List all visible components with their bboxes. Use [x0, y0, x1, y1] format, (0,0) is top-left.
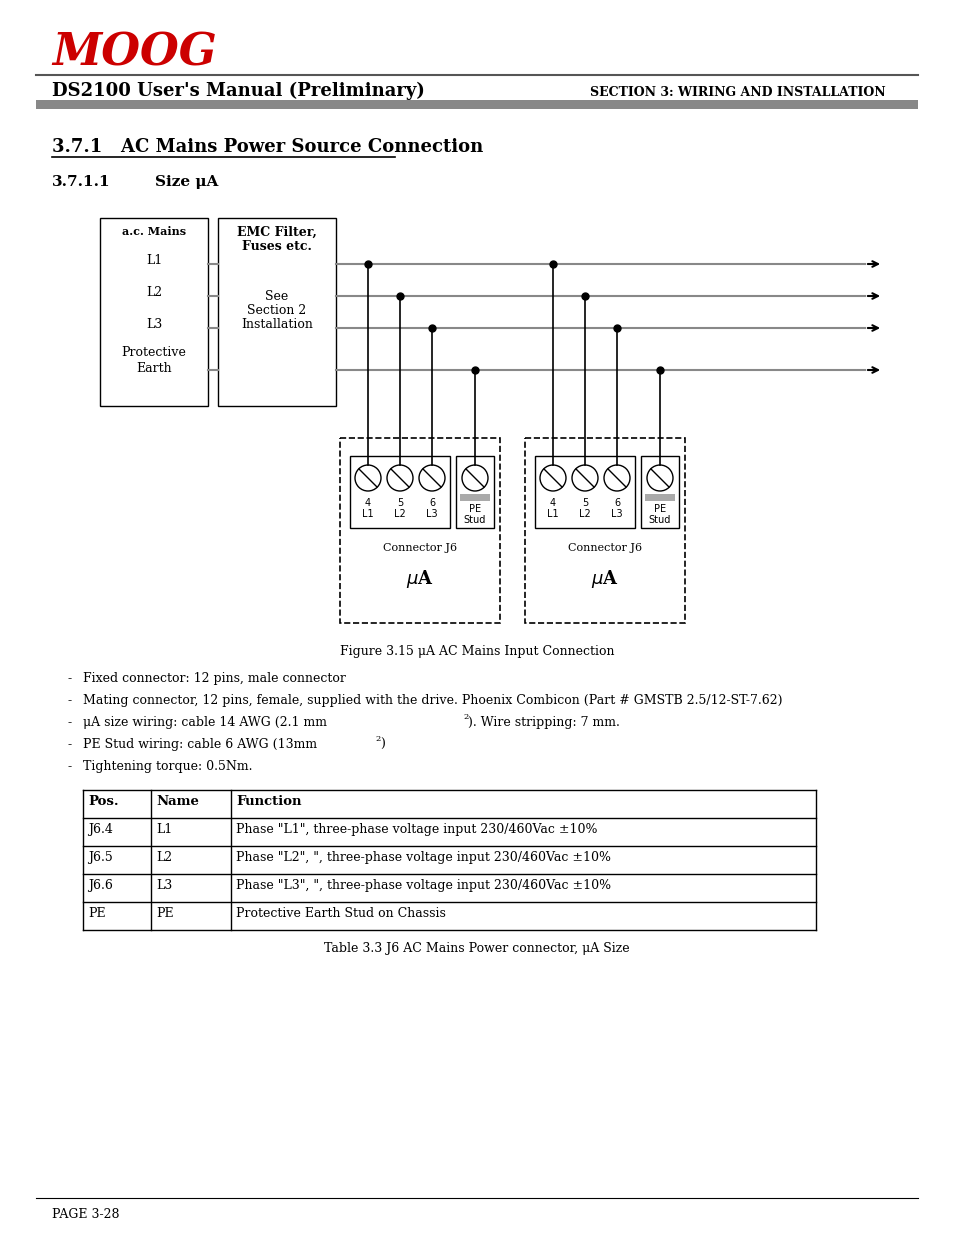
FancyBboxPatch shape — [36, 100, 917, 109]
Text: J6.6: J6.6 — [88, 879, 112, 892]
Text: Fixed connector: 12 pins, male connector: Fixed connector: 12 pins, male connector — [83, 672, 346, 685]
FancyBboxPatch shape — [456, 456, 494, 529]
Text: Figure 3.15 μA AC Mains Input Connection: Figure 3.15 μA AC Mains Input Connection — [339, 645, 614, 658]
Text: See: See — [265, 290, 289, 303]
Text: PE: PE — [88, 906, 106, 920]
Text: -: - — [68, 716, 72, 729]
Text: Stud: Stud — [648, 515, 671, 525]
FancyBboxPatch shape — [350, 456, 450, 529]
Text: 3.7.1   AC Mains Power Source Connection: 3.7.1 AC Mains Power Source Connection — [52, 138, 483, 156]
Text: L2: L2 — [146, 287, 162, 299]
Text: 2: 2 — [375, 735, 380, 743]
Text: -: - — [68, 760, 72, 773]
Text: Function: Function — [235, 795, 301, 808]
FancyBboxPatch shape — [100, 219, 208, 406]
Text: 6: 6 — [429, 498, 435, 508]
Text: Size μA: Size μA — [154, 175, 218, 189]
Text: L3: L3 — [146, 317, 162, 331]
Text: $\mu$A: $\mu$A — [591, 568, 618, 590]
Text: L1: L1 — [156, 823, 172, 836]
Text: 2: 2 — [462, 713, 468, 721]
Text: PE Stud wiring: cable 6 AWG (13mm: PE Stud wiring: cable 6 AWG (13mm — [83, 739, 316, 751]
Text: SECTION 3: WIRING AND INSTALLATION: SECTION 3: WIRING AND INSTALLATION — [589, 86, 884, 99]
Text: Protective: Protective — [121, 346, 186, 359]
Text: $\mu$A: $\mu$A — [406, 568, 434, 590]
Text: PE: PE — [469, 504, 480, 514]
Text: a.c. Mains: a.c. Mains — [122, 226, 186, 237]
Text: L1: L1 — [547, 509, 558, 519]
Text: Phase "L2", ", three-phase voltage input 230/460Vac ±10%: Phase "L2", ", three-phase voltage input… — [235, 851, 610, 864]
Text: Phase "L3", ", three-phase voltage input 230/460Vac ±10%: Phase "L3", ", three-phase voltage input… — [235, 879, 611, 892]
Text: Connector J6: Connector J6 — [382, 543, 456, 553]
Text: 4: 4 — [365, 498, 371, 508]
Text: Tightening torque: 0.5Nm.: Tightening torque: 0.5Nm. — [83, 760, 253, 773]
Text: Name: Name — [156, 795, 198, 808]
Text: 5: 5 — [581, 498, 587, 508]
FancyBboxPatch shape — [535, 456, 635, 529]
Text: L3: L3 — [426, 509, 437, 519]
Text: L3: L3 — [611, 509, 622, 519]
Text: ). Wire stripping: 7 mm.: ). Wire stripping: 7 mm. — [468, 716, 619, 729]
Text: -: - — [68, 672, 72, 685]
Text: 6: 6 — [614, 498, 619, 508]
Text: 4: 4 — [549, 498, 556, 508]
Text: PE: PE — [156, 906, 173, 920]
Text: EMC Filter,: EMC Filter, — [236, 226, 316, 240]
Text: μA size wiring: cable 14 AWG (2.1 mm: μA size wiring: cable 14 AWG (2.1 mm — [83, 716, 327, 729]
Text: -: - — [68, 694, 72, 706]
Text: J6.5: J6.5 — [88, 851, 112, 864]
Text: PAGE 3-28: PAGE 3-28 — [52, 1208, 119, 1221]
FancyBboxPatch shape — [640, 456, 679, 529]
Text: Mating connector, 12 pins, female, supplied with the drive. Phoenix Combicon (Pa: Mating connector, 12 pins, female, suppl… — [83, 694, 781, 706]
Text: Pos.: Pos. — [88, 795, 118, 808]
FancyBboxPatch shape — [644, 494, 675, 501]
Text: L2: L2 — [394, 509, 405, 519]
Text: Phase "L1", three-phase voltage input 230/460Vac ±10%: Phase "L1", three-phase voltage input 23… — [235, 823, 597, 836]
Text: L2: L2 — [156, 851, 172, 864]
Text: Connector J6: Connector J6 — [567, 543, 641, 553]
Text: Stud: Stud — [463, 515, 486, 525]
FancyBboxPatch shape — [524, 438, 684, 622]
Text: Installation: Installation — [241, 317, 313, 331]
Text: L3: L3 — [156, 879, 172, 892]
Text: Protective Earth Stud on Chassis: Protective Earth Stud on Chassis — [235, 906, 445, 920]
Text: Table 3.3 J6 AC Mains Power connector, μA Size: Table 3.3 J6 AC Mains Power connector, μ… — [324, 942, 629, 955]
FancyBboxPatch shape — [339, 438, 499, 622]
Text: Section 2: Section 2 — [247, 304, 306, 317]
Text: Earth: Earth — [136, 362, 172, 375]
Text: L1: L1 — [146, 254, 162, 267]
Text: PE: PE — [653, 504, 665, 514]
FancyBboxPatch shape — [218, 219, 335, 406]
Text: L1: L1 — [362, 509, 374, 519]
Text: 3.7.1.1: 3.7.1.1 — [52, 175, 111, 189]
Text: Fuses etc.: Fuses etc. — [242, 240, 312, 253]
Text: DS2100 User's Manual (Preliminary): DS2100 User's Manual (Preliminary) — [52, 82, 424, 100]
Text: 5: 5 — [396, 498, 403, 508]
Text: ): ) — [379, 739, 384, 751]
Text: -: - — [68, 739, 72, 751]
Text: MOOG: MOOG — [52, 32, 216, 75]
FancyBboxPatch shape — [459, 494, 490, 501]
Text: J6.4: J6.4 — [88, 823, 112, 836]
Text: L2: L2 — [578, 509, 590, 519]
